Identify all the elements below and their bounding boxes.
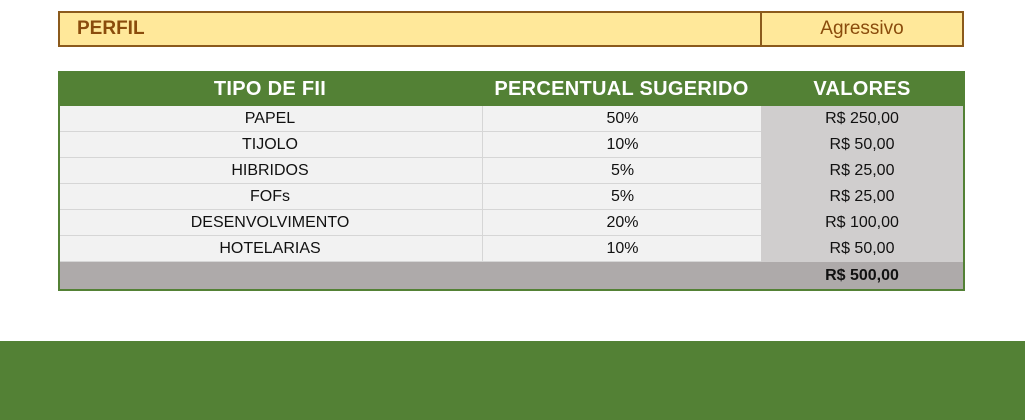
profile-label: PERFIL [60,13,762,45]
table-header: TIPO DE FII PERCENTUAL SUGERIDO VALORES [60,73,963,106]
total-value[interactable]: R$ 500,00 [825,267,899,284]
table-row: HOTELARIAS 10% R$ 50,00 [60,236,963,262]
cell-percentual[interactable]: 5% [482,184,762,209]
cell-tipo[interactable]: TIJOLO [241,136,298,153]
cell-percentual[interactable]: 5% [482,158,762,183]
fii-allocation-table: TIPO DE FII PERCENTUAL SUGERIDO VALORES … [58,71,965,291]
cell-tipo[interactable]: HIBRIDOS [231,162,309,179]
cell-percentual[interactable]: 50% [482,106,762,131]
cell-percentual[interactable]: 20% [482,210,762,235]
table-row: FOFs 5% R$ 25,00 [60,184,963,210]
header-tipo-de-fii[interactable]: TIPO DE FII [213,78,327,100]
cell-tipo[interactable]: PAPEL [244,110,296,127]
table-row: TIJOLO 10% R$ 50,00 [60,132,963,158]
profile-value[interactable]: Agressivo [820,18,904,39]
total-row: R$ 500,00 [60,262,963,289]
cell-valor[interactable]: R$ 25,00 [761,184,963,210]
profile-box: PERFIL Agressivo [58,11,964,47]
cell-valor[interactable]: R$ 50,00 [761,132,963,158]
cell-valor[interactable]: R$ 25,00 [761,158,963,184]
cell-valor[interactable]: R$ 100,00 [761,210,963,236]
header-percentual-sugerido[interactable]: PERCENTUAL SUGERIDO [494,78,749,100]
header-valores[interactable]: VALORES [813,78,911,100]
cell-tipo[interactable]: HOTELARIAS [219,240,321,257]
cell-tipo[interactable]: FOFs [250,188,290,205]
cell-percentual[interactable]: 10% [482,132,762,157]
footer-band [0,341,1025,420]
cell-percentual[interactable]: 10% [482,236,762,261]
table-row: HIBRIDOS 5% R$ 25,00 [60,158,963,184]
table-row: DESENVOLVIMENTO 20% R$ 100,00 [60,210,963,236]
cell-valor[interactable]: R$ 50,00 [761,236,963,262]
cell-tipo[interactable]: DESENVOLVIMENTO [190,214,350,231]
table-row: PAPEL 50% R$ 250,00 [60,106,963,132]
cell-valor[interactable]: R$ 250,00 [761,106,963,132]
